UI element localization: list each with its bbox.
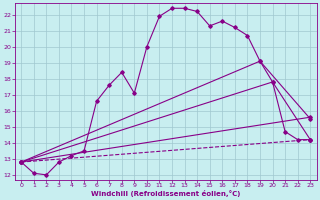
X-axis label: Windchill (Refroidissement éolien,°C): Windchill (Refroidissement éolien,°C): [91, 190, 240, 197]
